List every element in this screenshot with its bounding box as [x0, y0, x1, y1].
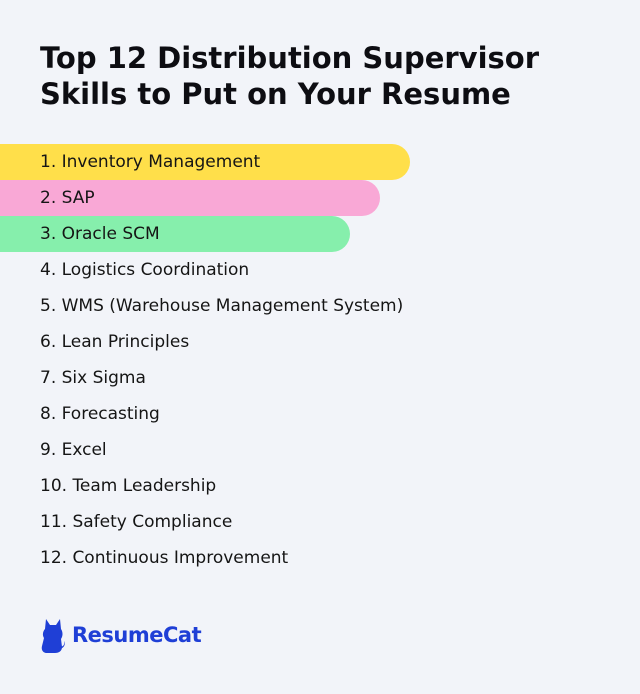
skill-item-4: 4. Logistics Coordination [40, 260, 250, 280]
skill-item-5: 5. WMS (Warehouse Management System) [40, 296, 404, 316]
skill-item-1: 1. Inventory Management [0, 144, 410, 180]
brand-name: ResumeCat [72, 623, 202, 647]
page-title-line-1: Top 12 Distribution Supervisor [40, 41, 540, 75]
skill-item-8: 8. Forecasting [40, 404, 160, 424]
skills-list: 1. Inventory Management 2. SAP 3. Oracle… [0, 144, 410, 576]
skill-item-3: 3. Oracle SCM [0, 216, 350, 252]
skill-item-10: 10. Team Leadership [40, 476, 217, 496]
cat-icon [41, 619, 65, 653]
page-title: Top 12 Distribution Supervisor Skills to… [40, 40, 539, 112]
skill-item-2: 2. SAP [0, 180, 380, 216]
page-title-line-2: Skills to Put on Your Resume [40, 77, 511, 111]
skill-item-6: 6. Lean Principles [40, 332, 190, 352]
skill-item-9: 9. Excel [40, 440, 107, 460]
skill-item-7: 7. Six Sigma [40, 368, 146, 388]
skill-item-12: 12. Continuous Improvement [40, 548, 289, 568]
skill-item-11: 11. Safety Compliance [40, 512, 233, 532]
brand-logo: ResumeCat [40, 615, 202, 655]
